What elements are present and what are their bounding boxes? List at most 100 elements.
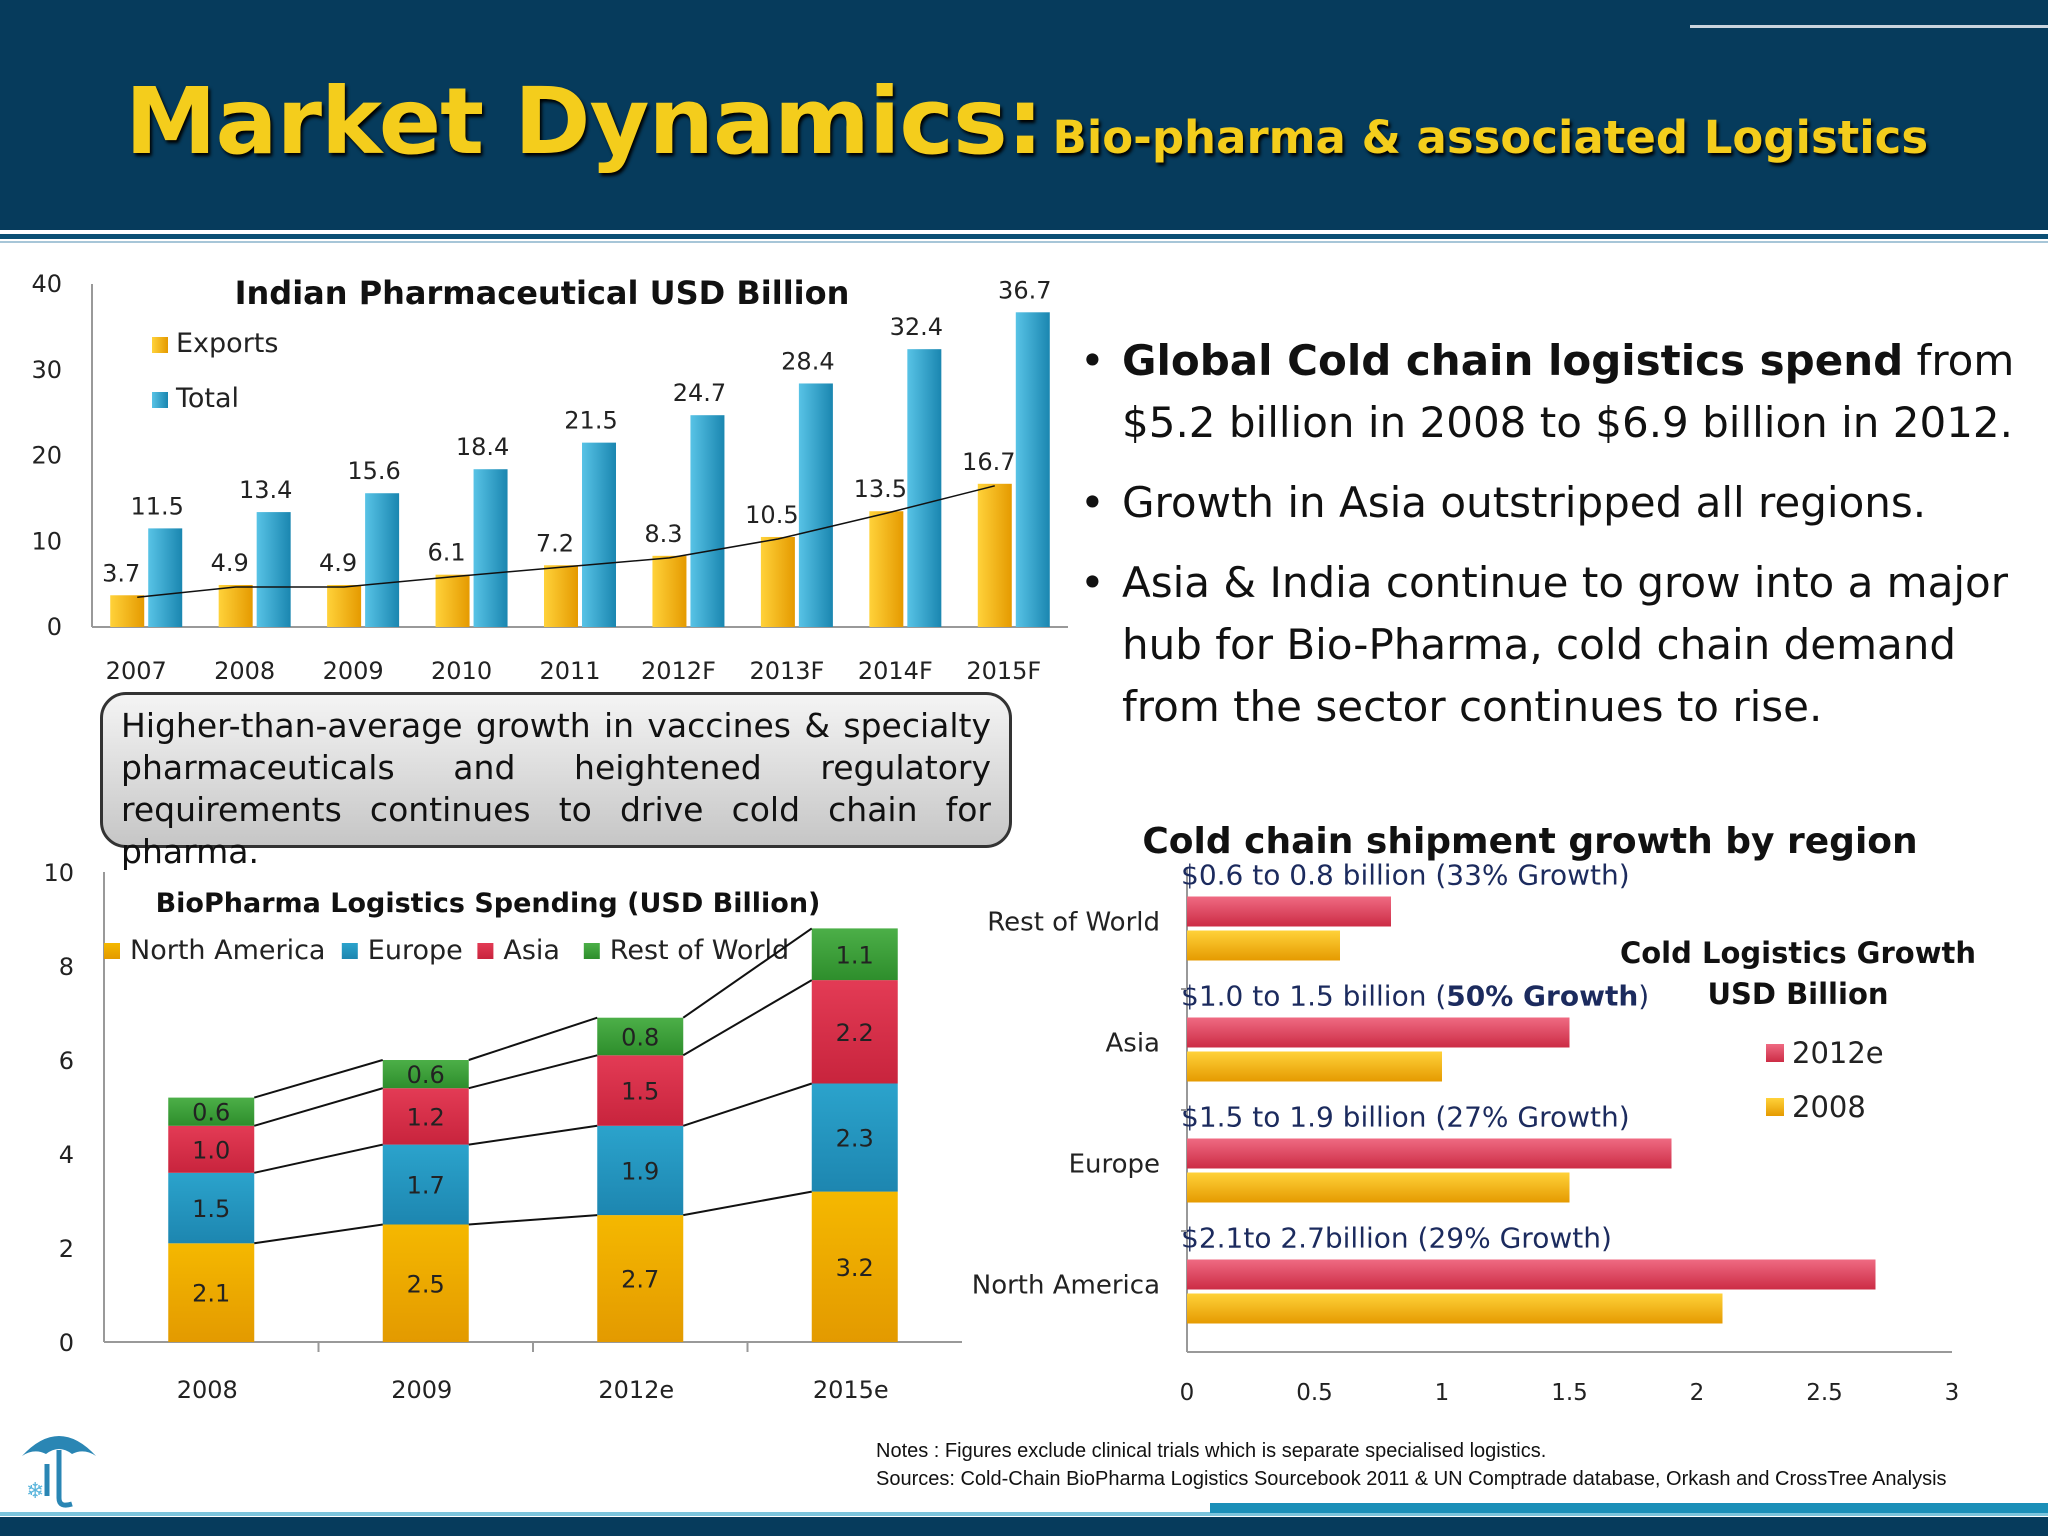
stacked-bar-segment — [811, 980, 898, 1084]
total-bar — [582, 442, 616, 627]
total-bar — [365, 493, 400, 627]
footer-accent-line — [0, 1512, 2048, 1516]
exports-bar — [435, 574, 470, 627]
legend-label: 2008 — [1792, 1090, 1866, 1124]
umbrella-snowflake-logo-icon: ❄ — [22, 1436, 96, 1508]
segment-data-label: 2.1 — [192, 1280, 230, 1308]
bar-2008 — [1187, 1293, 1723, 1324]
total-data-label: 28.4 — [781, 347, 834, 375]
svg-text:❄: ❄ — [26, 1479, 44, 1504]
stacked-bar-segment — [811, 1083, 898, 1192]
series-connector-line — [253, 1059, 384, 1099]
total-bar — [256, 512, 291, 627]
category-label: North America — [972, 1271, 1160, 1301]
series-connector-line — [254, 1223, 383, 1245]
x-tick-label: 2008 — [214, 657, 275, 685]
exports-bar — [327, 584, 362, 627]
legend-label: Asia — [503, 935, 560, 966]
legend-title: Cold Logistics Growth — [1620, 936, 1976, 970]
stacked-bar-segment — [168, 1097, 255, 1126]
y-tick-label: 0 — [47, 613, 62, 641]
x-tick-label: 2012F — [641, 657, 716, 685]
legend-title: USD Billion — [1707, 977, 1888, 1011]
exports-bar — [652, 555, 687, 627]
x-tick-label: 2011 — [539, 657, 600, 685]
sources-line: Sources: Cold-Chain BioPharma Logistics … — [876, 1468, 1947, 1490]
segment-data-label: 2.2 — [836, 1019, 874, 1047]
x-tick-label: 2013F — [749, 657, 824, 685]
x-tick-label: 2.5 — [1806, 1380, 1843, 1406]
segment-data-label: 2.3 — [836, 1125, 874, 1153]
exports-data-label: 6.1 — [427, 539, 465, 567]
x-tick-label: 2007 — [106, 657, 167, 685]
series-connector-line — [683, 1190, 812, 1217]
header-accent-line — [1690, 25, 2048, 28]
chart-title: Indian Pharmaceutical USD Billion — [235, 274, 850, 312]
bullet-text: Asia & India continue to grow into a maj… — [1122, 558, 2008, 731]
stacked-bar-segment — [168, 1243, 255, 1342]
stacked-bar-segment — [382, 1224, 469, 1342]
x-tick-label: 2014F — [858, 657, 933, 685]
legend-swatch — [1766, 1044, 1784, 1062]
total-data-label: 24.7 — [673, 379, 726, 407]
legend-swatch — [477, 943, 494, 959]
segment-data-label: 2.5 — [407, 1270, 445, 1298]
segment-data-label: 1.7 — [407, 1172, 445, 1200]
total-data-label: 32.4 — [890, 313, 943, 341]
bar-2008 — [1187, 1172, 1570, 1203]
total-data-label: 11.5 — [131, 492, 184, 520]
x-tick-label: 1 — [1435, 1380, 1450, 1406]
stacked-bar-segment — [382, 1144, 469, 1225]
y-tick-label: 20 — [31, 442, 62, 470]
header-divider — [0, 234, 2048, 239]
slide-title-main: Market Dynamics: — [125, 68, 1044, 175]
y-tick-label: 2 — [59, 1235, 74, 1263]
stacked-bar-segment — [168, 1125, 255, 1173]
y-tick-label: 10 — [43, 859, 74, 887]
bullet-list: Global Cold chain logistics spend from $… — [1080, 330, 2030, 756]
series-connector-line — [468, 1124, 598, 1146]
exports-data-label: 10.5 — [745, 501, 798, 529]
notes-line: Notes : Figures exclude clinical trials … — [876, 1440, 1547, 1462]
total-data-label: 13.4 — [239, 476, 292, 504]
legend-label: Rest of World — [610, 935, 789, 966]
legend-swatch — [152, 392, 168, 408]
segment-data-label: 1.0 — [192, 1136, 230, 1164]
chart-title: Cold chain shipment growth by region — [1142, 821, 1917, 862]
exports-bar — [544, 565, 578, 627]
x-tick-label: 2010 — [431, 657, 492, 685]
exports-bar — [110, 595, 145, 627]
category-label: Europe — [1069, 1150, 1160, 1180]
total-bar — [1015, 312, 1050, 627]
segment-data-label: 1.5 — [192, 1195, 230, 1223]
legend-swatch — [341, 943, 358, 959]
legend-swatch — [152, 337, 168, 353]
segment-data-label: 2.7 — [621, 1266, 659, 1294]
growth-annotation: $2.1to 2.7billion (29% Growth) — [1181, 1222, 1612, 1255]
growth-annotation: $0.6 to 0.8 billion (33% Growth) — [1181, 859, 1630, 892]
y-tick-label: 4 — [59, 1141, 74, 1169]
segment-data-label: 1.2 — [407, 1103, 445, 1131]
bar-2012e — [1187, 1259, 1876, 1290]
series-connector-line — [468, 1054, 598, 1090]
legend-label: Europe — [368, 935, 463, 966]
category-label: Asia — [1106, 1029, 1161, 1059]
stacked-bar-segment — [597, 1017, 684, 1056]
legend-label: North America — [130, 935, 325, 966]
segment-data-label: 1.5 — [621, 1078, 659, 1106]
total-data-label: 36.7 — [998, 276, 1051, 304]
header-divider-light — [0, 241, 2048, 243]
legend-swatch — [583, 943, 600, 959]
exports-data-label: 4.9 — [211, 549, 249, 577]
bullet-text: from $5.2 billion in 2008 to $6.9 billio… — [1122, 336, 2015, 447]
exports-data-label: 13.5 — [854, 475, 907, 503]
chart-title: BioPharma Logistics Spending (USD Billio… — [156, 888, 821, 919]
exports-bar — [869, 511, 904, 627]
total-data-label: 18.4 — [456, 433, 509, 461]
footer-bar — [0, 1517, 2048, 1536]
series-connector-line — [682, 927, 813, 1019]
footer-accent-bar — [1210, 1503, 2048, 1513]
exports-data-label: 7.2 — [536, 529, 574, 557]
x-tick-label: 2009 — [391, 1376, 452, 1404]
series-connector-line — [682, 1082, 813, 1127]
